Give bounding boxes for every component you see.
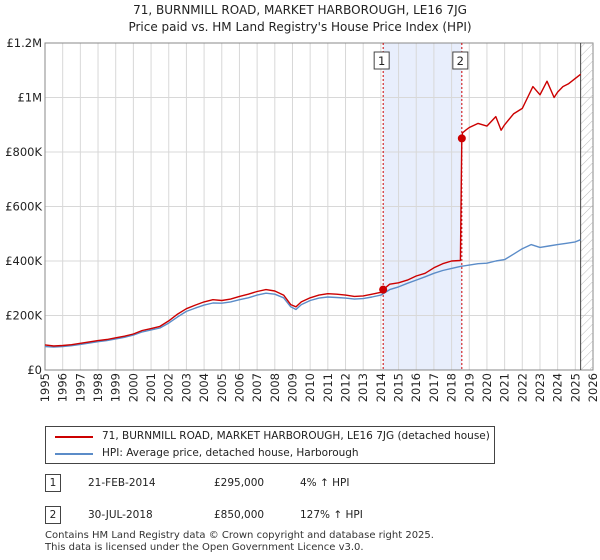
sale-hpi-change: 4% ↑ HPI <box>300 477 350 489</box>
x-tick-labels: 1995 1996 1997 1998 1999 2000 2001 2002 2003 2004… <box>38 373 600 402</box>
x-tick-label: 2020 <box>480 373 494 402</box>
sale-label-text-2: 2 <box>457 54 464 68</box>
x-tick-label: 2014 <box>374 373 388 402</box>
x-tick-label: 2008 <box>268 373 282 402</box>
x-tick-label: 2019 <box>462 373 476 402</box>
x-tick-label: 2026 <box>586 373 600 402</box>
sale-price: £295,000 <box>214 477 265 489</box>
x-tick-label: 2017 <box>427 373 441 402</box>
x-tick-label: 2021 <box>498 373 512 402</box>
series-layer <box>44 73 582 348</box>
x-tick-label: 2001 <box>144 373 158 402</box>
x-tick-label: 2024 <box>551 373 565 402</box>
x-tick-label: 1995 <box>38 373 52 402</box>
sale-price: £850,000 <box>214 509 265 521</box>
chart-title: 71, BURNMILL ROAD, MARKET HARBOROUGH, LE… <box>0 2 600 36</box>
x-tick-label: 2003 <box>179 373 193 402</box>
footer-attribution: Contains HM Land Registry data © Crown c… <box>45 530 434 554</box>
x-tick-label: 1998 <box>91 373 105 402</box>
legend: 71, BURNMILL ROAD, MARKET HARBOROUGH, LE… <box>45 426 495 464</box>
x-tick-label: 1996 <box>56 373 70 402</box>
legend-swatch-hpi <box>55 453 93 455</box>
footer-line-2: This data is licensed under the Open Gov… <box>45 542 364 553</box>
footer-line-1: Contains HM Land Registry data © Crown c… <box>45 530 434 541</box>
y-tick-label: £200K <box>5 309 42 323</box>
sale-row-1: 1 21-FEB-2014 £295,000 4% ↑ HPI <box>0 474 600 494</box>
x-tick-label: 2013 <box>356 373 370 402</box>
sale-points-layer <box>379 134 466 294</box>
x-tick-label: 2007 <box>250 373 264 402</box>
chart-title-line-1: 71, BURNMILL ROAD, MARKET HARBOROUGH, LE… <box>133 3 467 17</box>
sale-hpi-change: 127% ↑ HPI <box>300 509 363 521</box>
sale-date: 21-FEB-2014 <box>88 477 156 489</box>
x-tick-label: 2015 <box>392 373 406 402</box>
sale-date: 30-JUL-2018 <box>88 509 153 521</box>
x-tick-label: 2006 <box>232 373 246 402</box>
x-tick-label: 2025 <box>568 373 582 402</box>
y-tick-labels: £0 £200K £400K £600K £800K £1M £1.2M <box>5 36 42 377</box>
x-tick-label: 2022 <box>515 373 529 402</box>
chart-title-line-2: Price paid vs. HM Land Registry's House … <box>128 20 472 34</box>
x-tick-label: 2011 <box>321 373 335 402</box>
sale-label-box-2 <box>452 51 469 70</box>
sale-id-badge: 1 <box>45 474 61 492</box>
series-line-property <box>44 73 582 347</box>
sale-id-badge: 2 <box>45 506 61 524</box>
x-tick-label: 2010 <box>303 373 317 402</box>
future-hatch-layer <box>580 43 593 370</box>
y-tick-label: £1.2M <box>6 36 42 50</box>
x-tick-label: 2018 <box>445 373 459 402</box>
y-tick-label: £400K <box>5 254 42 268</box>
sale-label-box-1 <box>373 51 390 70</box>
y-tick-label: £1M <box>17 91 42 105</box>
x-tick-label: 2002 <box>162 373 176 402</box>
x-tick-label: 2005 <box>215 373 229 402</box>
x-tick-label: 2016 <box>409 373 423 402</box>
legend-label-property: 71, BURNMILL ROAD, MARKET HARBOROUGH, LE… <box>102 430 490 442</box>
x-tick-label: 1997 <box>73 373 87 402</box>
sale-marker-lines-layer <box>382 43 463 370</box>
x-tick-label: 2012 <box>339 373 353 402</box>
x-tick-label: 2000 <box>126 373 140 402</box>
sale-label-text-1: 1 <box>378 54 385 68</box>
y-tick-label: £0 <box>27 363 42 377</box>
y-tick-label: £800K <box>5 145 42 159</box>
future-hatch-region <box>580 43 593 370</box>
y-tick-label: £600K <box>5 200 42 214</box>
grid-layer <box>44 42 594 371</box>
x-tick-label: 2023 <box>533 373 547 402</box>
sale-row-2: 2 30-JUL-2018 £850,000 127% ↑ HPI <box>0 506 600 526</box>
sale-point-2 <box>457 134 466 143</box>
x-tick-label: 2009 <box>285 373 299 402</box>
x-tick-label: 2004 <box>197 373 211 402</box>
x-tick-label: 1999 <box>109 373 123 402</box>
series-line-hpi <box>44 239 581 348</box>
sale-point-1 <box>379 285 388 294</box>
legend-label-hpi: HPI: Average price, detached house, Harb… <box>102 447 359 459</box>
legend-swatch-property <box>55 436 93 438</box>
